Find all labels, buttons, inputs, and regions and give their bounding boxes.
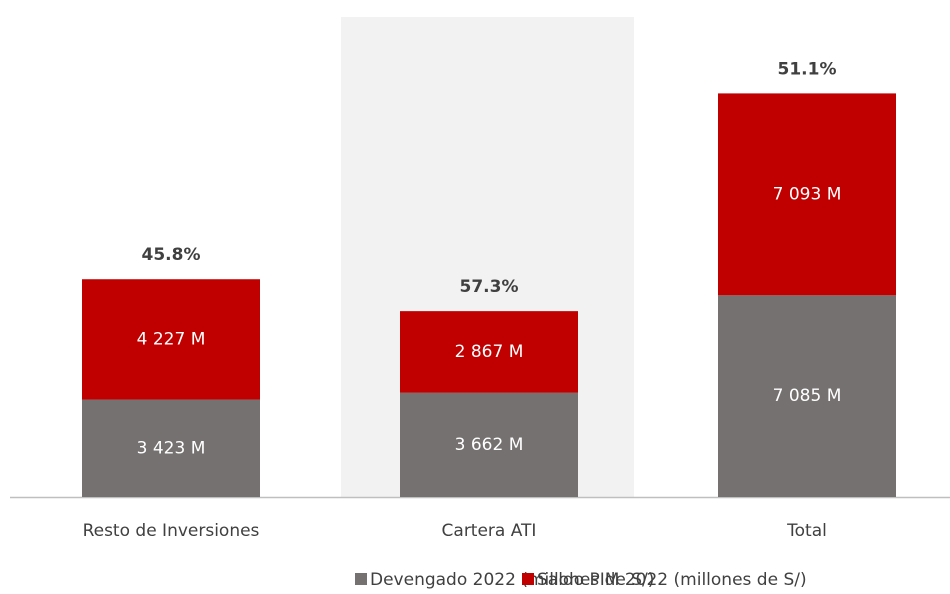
legend-swatch — [522, 573, 534, 585]
legend-label: Devengado 2022 (millones de S/) — [370, 570, 654, 590]
percent-label: 57.3% — [460, 277, 519, 297]
bar-segment — [718, 295, 896, 497]
x-tick-label: Total — [786, 521, 827, 541]
legend-swatch — [355, 573, 367, 585]
bar-segment — [400, 392, 578, 497]
legend-label: Saldo PIM 2022 (millones de S/) — [537, 570, 807, 590]
value-label: 7 085 M — [773, 386, 842, 406]
value-label: 7 093 M — [773, 184, 842, 204]
percent-label: 51.1% — [778, 59, 837, 79]
bar-segment — [82, 399, 260, 497]
percent-label: 45.8% — [142, 245, 201, 265]
value-label: 4 227 M — [137, 329, 206, 349]
x-tick-label: Cartera ATI — [442, 521, 537, 541]
value-label: 3 662 M — [455, 435, 524, 455]
bar-segment — [718, 93, 896, 296]
value-label: 2 867 M — [455, 342, 524, 362]
bar-segment — [400, 311, 578, 393]
x-tick-label: Resto de Inversiones — [83, 521, 260, 541]
value-label: 3 423 M — [137, 438, 206, 458]
bar-segment — [82, 279, 260, 400]
